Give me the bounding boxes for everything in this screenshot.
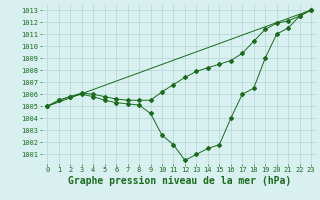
X-axis label: Graphe pression niveau de la mer (hPa): Graphe pression niveau de la mer (hPa) — [68, 176, 291, 186]
